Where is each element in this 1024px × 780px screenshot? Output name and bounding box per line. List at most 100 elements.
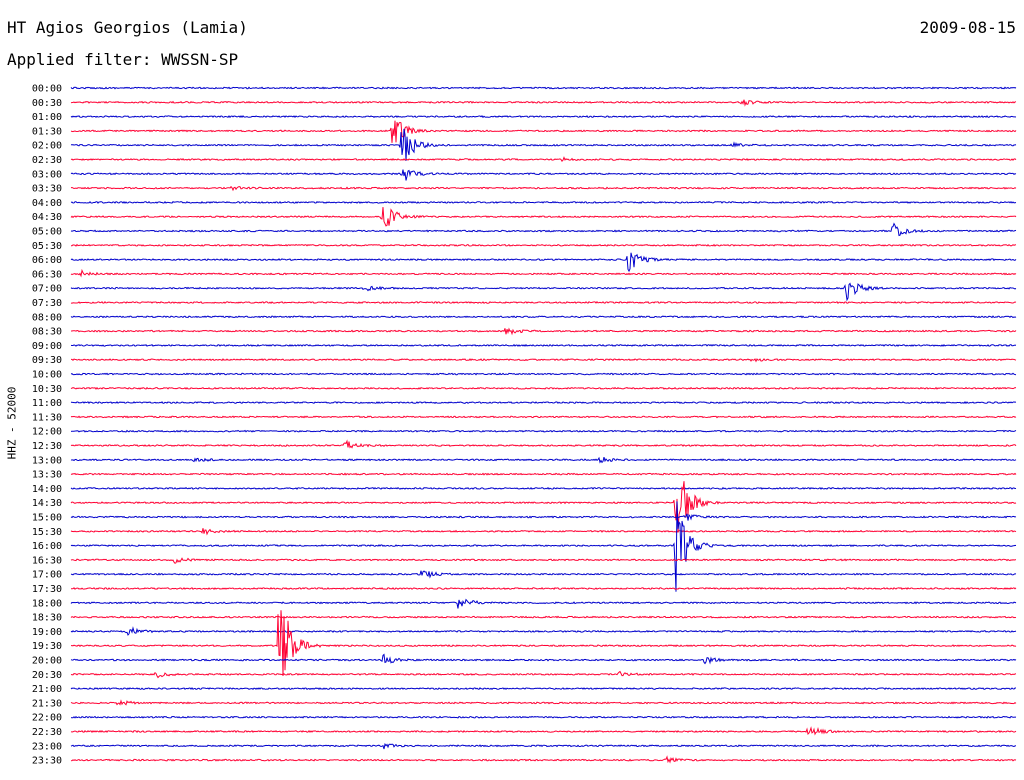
- seismic-trace: [70, 268, 1017, 278]
- seismic-trace: [70, 128, 1017, 161]
- row-time-label: 14:30: [32, 498, 62, 509]
- row-time-label: 04:00: [32, 198, 62, 209]
- row-time-label: 21:00: [32, 684, 62, 695]
- row-time-label: 03:30: [32, 184, 62, 195]
- row-time-label: 09:00: [32, 341, 62, 352]
- row-time-label: 12:30: [32, 441, 62, 452]
- seismic-trace: [70, 528, 1017, 536]
- seismic-trace: [70, 372, 1017, 376]
- seismic-trace: [70, 343, 1017, 347]
- row-time-label: 06:00: [32, 255, 62, 266]
- row-time-label: 16:30: [32, 555, 62, 566]
- seismic-trace: [70, 615, 1017, 619]
- seismic-trace: [70, 501, 1017, 592]
- row-time-label: 15:00: [32, 513, 62, 524]
- row-time-label: 00:00: [32, 84, 62, 95]
- seismic-trace: [70, 86, 1017, 90]
- row-time-label: 02:30: [32, 155, 62, 166]
- seismic-trace: [70, 222, 1017, 237]
- seismic-trace: [70, 200, 1017, 204]
- seismic-trace: [70, 486, 1017, 490]
- seismic-trace: [71, 243, 1017, 247]
- row-time-label: 06:30: [32, 269, 62, 280]
- row-time-label: 16:00: [32, 541, 62, 552]
- row-time-label: 02:00: [32, 141, 62, 152]
- row-time-label: 14:00: [32, 484, 62, 495]
- seismic-trace: [70, 386, 1017, 390]
- seismic-trace: [70, 653, 1017, 665]
- row-time-label: 18:00: [32, 598, 62, 609]
- seismic-trace: [70, 557, 1016, 564]
- row-time-label: 21:30: [32, 698, 62, 709]
- seismic-trace: [70, 456, 1017, 464]
- row-time-label: 23:00: [32, 741, 62, 752]
- row-time-label: 10:30: [32, 384, 62, 395]
- row-time-label: 08:30: [32, 327, 62, 338]
- row-time-label: 07:30: [32, 298, 62, 309]
- row-time-label: 07:00: [32, 284, 62, 295]
- row-time-label: 11:00: [32, 398, 62, 409]
- seismic-trace: [70, 699, 1017, 706]
- seismic-trace: [70, 252, 1017, 273]
- time-labels: 00:00 00:30 01:00 01:30 02:00 02:30 03:00 03:30…: [32, 84, 62, 767]
- row-time-label: 13:30: [32, 470, 62, 481]
- row-time-label: 01:00: [32, 112, 62, 123]
- seismic-trace: [70, 598, 1017, 609]
- row-time-label: 04:30: [32, 212, 62, 223]
- seismic-trace: [70, 742, 1017, 750]
- seismic-trace: [70, 401, 1017, 405]
- row-time-label: 23:30: [32, 756, 62, 767]
- seismic-trace: [70, 715, 1017, 719]
- seismic-trace: [70, 472, 1017, 476]
- row-time-label: 20:30: [32, 670, 62, 681]
- seismic-trace: [70, 755, 1017, 764]
- seismic-trace: [70, 301, 1017, 304]
- row-time-label: 18:30: [32, 613, 62, 624]
- seismic-trace: [70, 169, 1017, 181]
- row-time-label: 05:30: [32, 241, 62, 252]
- row-time-label: 17:30: [32, 584, 62, 595]
- seismic-trace: [70, 726, 1017, 736]
- seismic-trace: [71, 610, 1017, 677]
- seismic-trace: [71, 358, 1017, 363]
- traces: [70, 86, 1017, 764]
- seismic-trace: [70, 687, 1016, 691]
- row-time-label: 19:30: [32, 641, 62, 652]
- seismic-trace: [70, 185, 1017, 192]
- seismic-trace: [70, 415, 1017, 419]
- seismic-trace: [71, 327, 1017, 336]
- seismic-trace: [71, 587, 1017, 590]
- seismic-trace: [70, 670, 1017, 679]
- row-time-label: 15:30: [32, 527, 62, 538]
- station-title: HT Agios Georgios (Lamia): [7, 18, 248, 37]
- row-time-label: 09:30: [32, 355, 62, 366]
- seismic-trace: [70, 429, 1017, 433]
- row-time-label: 22:30: [32, 727, 62, 738]
- row-time-label: 20:00: [32, 656, 62, 667]
- row-time-label: 22:00: [32, 713, 62, 724]
- seismic-trace: [70, 115, 1017, 119]
- seismic-trace: [70, 315, 1017, 319]
- seismic-trace: [70, 626, 1017, 636]
- row-time-label: 11:30: [32, 412, 62, 423]
- seismic-trace: [70, 570, 1017, 579]
- row-time-label: 17:00: [32, 570, 62, 581]
- seismic-trace: [70, 156, 1017, 163]
- row-time-label: 12:00: [32, 427, 62, 438]
- row-time-label: 10:00: [32, 370, 62, 381]
- seismic-trace: [70, 481, 1017, 533]
- row-time-label: 05:00: [32, 227, 62, 238]
- row-time-label: 03:00: [32, 169, 62, 180]
- row-time-label: 08:00: [32, 312, 62, 323]
- filter-label: Applied filter: WWSSN-SP: [7, 50, 239, 69]
- seismic-trace: [70, 120, 1017, 143]
- row-time-label: 00:30: [32, 98, 62, 109]
- seismic-trace: [70, 99, 1017, 107]
- seismic-trace: [70, 282, 1017, 302]
- date-label: 2009-08-15: [919, 18, 1016, 37]
- row-time-label: 19:00: [32, 627, 62, 638]
- row-time-label: 01:30: [32, 126, 62, 137]
- seismic-trace: [70, 513, 1017, 521]
- row-time-label: 13:00: [32, 455, 62, 466]
